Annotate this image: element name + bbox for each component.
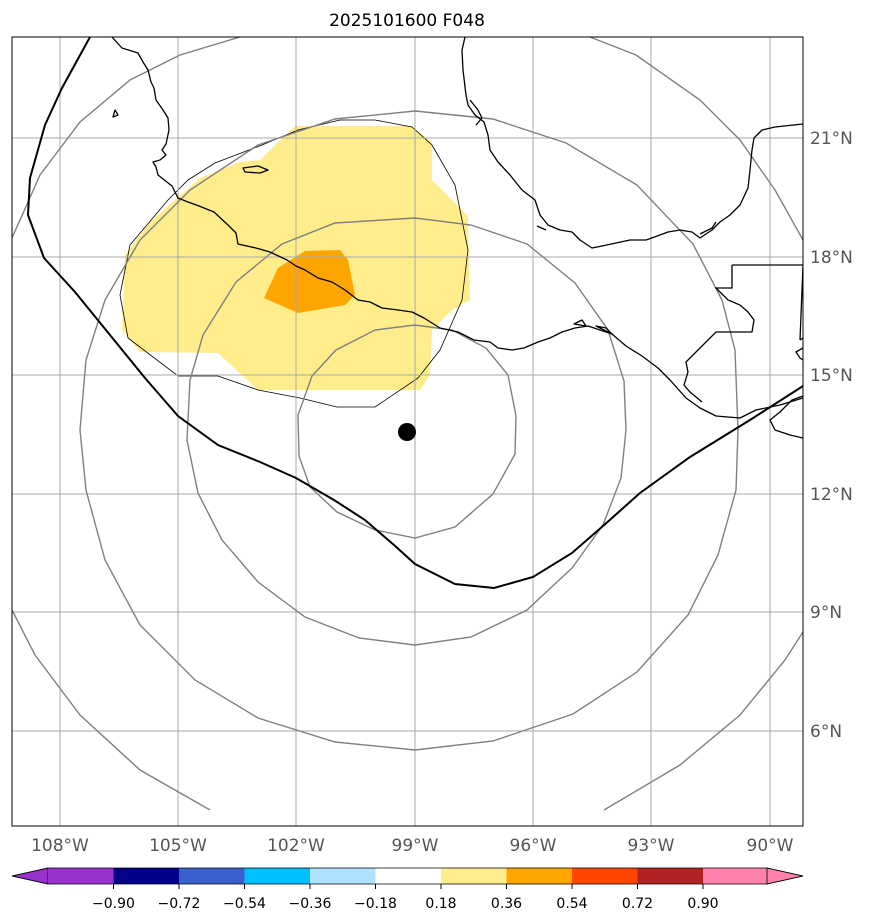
lon-label: 93°W [628, 836, 675, 856]
colorbar-segment [48, 868, 114, 884]
colorbar-ticks [113, 884, 704, 889]
colorbar-segment [506, 868, 572, 884]
colorbar-segment [572, 868, 638, 884]
colorbar-segment [310, 868, 376, 884]
colorbar-segment [244, 868, 310, 884]
lat-label: 18°N [810, 248, 853, 268]
colorbar-tick-label: −0.90 [92, 896, 135, 912]
lat-label: 15°N [810, 366, 853, 386]
borders [683, 264, 803, 403]
coastline-mexico-pacific [111, 37, 803, 419]
colorbar-segment [113, 868, 179, 884]
border-guatemala [683, 264, 803, 403]
coastline-belize [795, 347, 803, 361]
colorbar: −0.90 −0.72 −0.54 −0.36 −0.18 0.18 0.36 … [11, 867, 804, 912]
colorbar-tick-label: 0.18 [425, 896, 456, 912]
lon-label: 99°W [392, 836, 439, 856]
lat-label: 12°N [810, 485, 853, 505]
range-rings [12, 37, 803, 811]
island-3 [573, 319, 587, 327]
coastline-gulf [461, 37, 803, 249]
lat-label: 6°N [810, 722, 842, 742]
range-ring-4d [603, 631, 803, 811]
colorbar-tick-label: 0.54 [556, 896, 587, 912]
island-2 [242, 165, 269, 174]
lon-labels: 108°W 105°W 102°W 99°W 96°W 93°W 90°W [31, 836, 794, 856]
colorbar-extend-low [11, 867, 49, 885]
storm-center-marker [398, 423, 416, 441]
lon-label: 105°W [149, 836, 207, 856]
colorbar-outline [11, 867, 804, 885]
range-ring-1 [297, 324, 517, 539]
coastline-yucatan-inlet [469, 99, 483, 126]
island-5 [536, 225, 547, 231]
contour-fill-orange [264, 250, 355, 313]
colorbar-segment [703, 868, 767, 884]
lat-labels: 21°N 18°N 15°N 12°N 9°N 6°N [810, 129, 853, 742]
colorbar-tick-label: −0.36 [289, 896, 332, 912]
range-ring-3 [79, 110, 739, 751]
contour-outline [119, 119, 469, 408]
colorbar-tick-label: −0.18 [354, 896, 397, 912]
colorbar-tick-label: −0.54 [223, 896, 266, 912]
lon-label: 108°W [31, 836, 89, 856]
colorbar-tick-label: 0.90 [687, 896, 718, 912]
island-4 [595, 325, 613, 335]
colorbar-segment [441, 868, 507, 884]
map-frame [11, 36, 804, 827]
colorbar-tick-label: 0.36 [491, 896, 522, 912]
lon-label: 96°W [510, 836, 557, 856]
colorbar-segment [375, 868, 441, 884]
storm-track [26, 37, 803, 590]
range-ring-4b [589, 37, 803, 241]
colorbar-extend-high [766, 867, 804, 885]
colorbar-tick-label: 0.72 [622, 896, 653, 912]
coastline-east [769, 395, 803, 439]
lat-label: 9°N [810, 603, 842, 623]
coastlines [111, 37, 803, 439]
colorbar-segment [637, 868, 703, 884]
range-ring-4 [12, 37, 241, 239]
colorbar-segment [179, 868, 245, 884]
range-ring-4c [12, 609, 211, 811]
colorbar-tick-label: −0.72 [158, 896, 201, 912]
figure-title: 2025101600 F048 [329, 11, 485, 31]
lon-label: 90°W [747, 836, 794, 856]
island-1 [112, 109, 119, 118]
lat-label: 21°N [810, 129, 853, 149]
lon-label: 102°W [267, 836, 325, 856]
island-6 [699, 221, 717, 235]
map-panel [12, 37, 803, 826]
